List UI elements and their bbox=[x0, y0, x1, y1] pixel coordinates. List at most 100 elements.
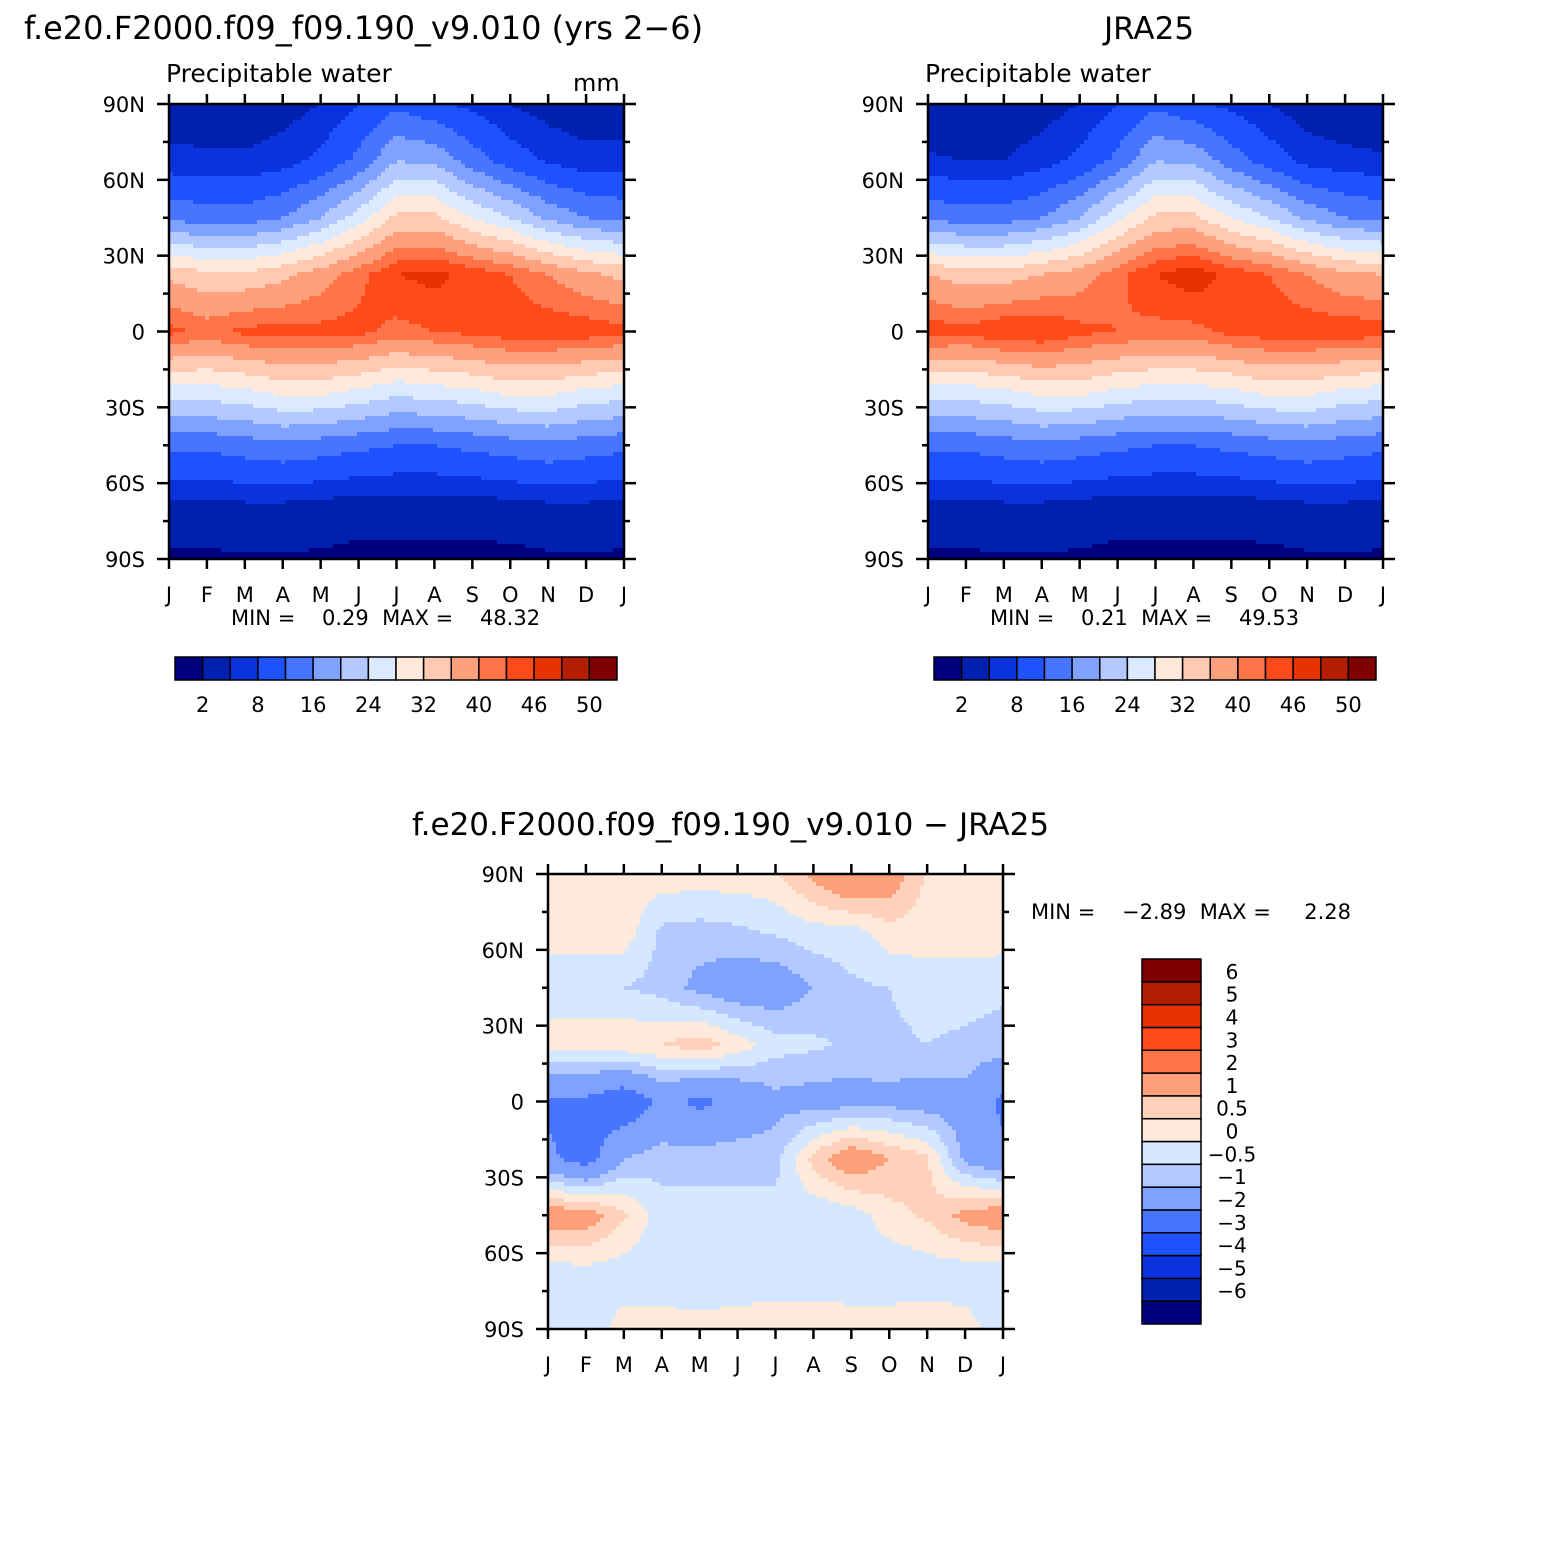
contour-cell bbox=[381, 208, 458, 213]
contour-cell bbox=[1224, 212, 1261, 217]
contour-cell bbox=[197, 268, 258, 273]
x-tick-label: J bbox=[164, 583, 172, 607]
contour-cell bbox=[928, 248, 1053, 253]
contour-cell bbox=[928, 300, 937, 305]
contour-cell bbox=[593, 296, 625, 301]
contour-cell bbox=[816, 882, 901, 887]
contour-cell bbox=[1200, 200, 1233, 205]
contour-cell bbox=[912, 906, 1004, 911]
contour-cell bbox=[928, 1126, 953, 1131]
contour-cell bbox=[1296, 196, 1369, 201]
contour-cell bbox=[337, 276, 370, 281]
contour-cell bbox=[205, 316, 210, 321]
contour-cell bbox=[529, 192, 586, 197]
contour-cell bbox=[485, 360, 582, 365]
contour-cell bbox=[1020, 144, 1081, 149]
contour-cell bbox=[285, 128, 334, 133]
contour-cell bbox=[936, 1254, 1004, 1259]
contour-cell bbox=[169, 420, 254, 425]
x-tick-label: A bbox=[806, 1353, 821, 1377]
contour-cell bbox=[700, 1006, 765, 1011]
contour-cell bbox=[1000, 348, 1065, 353]
contour-cell bbox=[596, 1158, 625, 1163]
colorbar-label: 2 bbox=[955, 693, 968, 717]
contour-cell bbox=[169, 172, 174, 177]
contour-cell bbox=[417, 280, 446, 285]
contour-cell bbox=[513, 168, 578, 173]
contour-cell bbox=[489, 156, 538, 161]
contour-cell bbox=[548, 1038, 677, 1043]
contour-cell bbox=[840, 962, 1004, 967]
contour-cell bbox=[1240, 388, 1337, 393]
contour-cell bbox=[533, 212, 578, 217]
contour-cell bbox=[1128, 292, 1285, 297]
contour-cell bbox=[297, 272, 342, 277]
contour-cell bbox=[784, 1114, 941, 1119]
contour-cell bbox=[652, 950, 813, 955]
contour-cell bbox=[652, 1102, 689, 1107]
contour-cell bbox=[548, 1186, 805, 1191]
contour-cell bbox=[613, 384, 625, 389]
contour-cell bbox=[1124, 184, 1145, 189]
contour-cell bbox=[628, 1250, 925, 1255]
contour-cell bbox=[169, 456, 246, 461]
contour-cell bbox=[1092, 376, 1253, 381]
contour-cell bbox=[513, 252, 554, 257]
contour-cell bbox=[652, 1098, 689, 1103]
contour-cell bbox=[936, 1150, 949, 1155]
contour-cell bbox=[816, 1194, 885, 1199]
contour-cell bbox=[752, 1302, 845, 1307]
contour-cell bbox=[780, 1118, 833, 1123]
x-tick-label: F bbox=[960, 583, 972, 607]
contour-cell bbox=[169, 252, 282, 257]
contour-cell bbox=[1232, 216, 1269, 221]
contour-cell bbox=[928, 1158, 941, 1163]
contour-cell bbox=[608, 1170, 781, 1175]
contour-cell bbox=[469, 140, 518, 145]
contour-cell bbox=[704, 1106, 841, 1111]
contour-cell bbox=[1132, 400, 1217, 405]
contour-cell bbox=[369, 280, 418, 285]
colorbar-box bbox=[1141, 1232, 1202, 1257]
contour-cell bbox=[1152, 196, 1197, 201]
contour-cell bbox=[333, 128, 374, 133]
contour-cell bbox=[1080, 436, 1269, 441]
contour-cell bbox=[1108, 240, 1137, 245]
contour-cell bbox=[764, 1130, 801, 1135]
contour-cell bbox=[529, 296, 594, 301]
contour-cell bbox=[309, 108, 354, 113]
contour-cell bbox=[433, 340, 625, 345]
contour-cell bbox=[1292, 156, 1384, 161]
contour-cell bbox=[545, 424, 550, 429]
contour-cell bbox=[289, 212, 326, 217]
colorbar-box bbox=[1237, 656, 1267, 681]
contour-cell bbox=[548, 970, 645, 975]
contour-cell bbox=[740, 1078, 833, 1083]
contour-cell bbox=[569, 132, 625, 137]
contour-cell bbox=[1316, 280, 1384, 285]
contour-cell bbox=[1144, 220, 1209, 225]
contour-cell bbox=[169, 384, 222, 389]
contour-cell bbox=[808, 1190, 861, 1195]
x-tick-label: N bbox=[919, 1353, 935, 1377]
contour-cell bbox=[373, 384, 446, 389]
contour-cell bbox=[1216, 192, 1253, 197]
contour-cell bbox=[1148, 216, 1201, 221]
contour-cell bbox=[173, 332, 242, 337]
contour-cell bbox=[924, 1250, 1004, 1255]
contour-cell bbox=[628, 946, 657, 951]
x-tick-label: M bbox=[1071, 583, 1089, 607]
contour-cell bbox=[928, 480, 993, 485]
contour-cell bbox=[996, 1178, 1004, 1183]
colorbar-box bbox=[1141, 1186, 1202, 1211]
contour-cell bbox=[780, 1174, 801, 1179]
contour-cell bbox=[329, 284, 366, 289]
contour-cell bbox=[1332, 288, 1384, 293]
contour-cell bbox=[1332, 256, 1384, 261]
contour-cell bbox=[1220, 252, 1273, 257]
contour-cell bbox=[169, 380, 394, 385]
contour-cell bbox=[369, 272, 402, 277]
colorbar-box bbox=[1141, 1163, 1202, 1188]
y-tick-label: 0 bbox=[511, 1091, 524, 1115]
